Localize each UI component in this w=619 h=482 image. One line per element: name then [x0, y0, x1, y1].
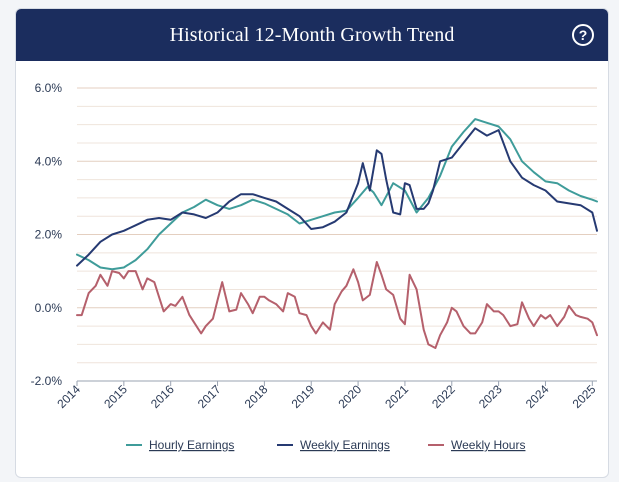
help-icon[interactable]: ?	[572, 24, 594, 46]
x-tick-label: 2025	[570, 382, 599, 411]
legend-item-weekly-earnings[interactable]: Weekly Earnings	[277, 438, 390, 452]
x-tick-label: 2017	[195, 382, 224, 411]
legend-label-weekly-hours[interactable]: Weekly Hours	[451, 438, 525, 452]
hourly-earnings-line	[76, 118, 598, 271]
x-tick-label: 2015	[101, 382, 130, 411]
weekly-earnings-line	[76, 127, 598, 267]
chart-title: Historical 12-Month Growth Trend	[169, 23, 455, 46]
y-tick-label: -2.0%	[31, 374, 63, 388]
card-header: Historical 12-Month Growth Trend ?	[16, 9, 608, 61]
line-chart: 6.0%4.0%2.0%0.0%-2.0%2014 2015 2016 2017 201…	[31, 81, 599, 452]
x-tick-label: 2019	[289, 382, 318, 411]
legend-item-hourly-earnings[interactable]: Hourly Earnings	[126, 438, 234, 452]
x-tick-label: 2020	[335, 382, 364, 411]
y-tick-label: 0.0%	[35, 301, 63, 315]
y-tick-label: 4.0%	[35, 154, 63, 168]
x-tick-label: 2021	[382, 382, 411, 411]
x-tick-label: 2018	[242, 382, 271, 411]
x-tick-label: 2022	[429, 382, 458, 411]
x-tick-label: 2016	[148, 382, 177, 411]
weekly-hours-line	[76, 261, 598, 349]
legend-label-weekly-earnings[interactable]: Weekly Earnings	[300, 438, 390, 452]
chart-card: Historical 12-Month Growth Trend ? 6.0% 4…	[15, 8, 609, 478]
x-tick-label: 2024	[523, 382, 552, 411]
x-tick-label: 2023	[476, 382, 505, 411]
y-tick-label: 2.0%	[35, 228, 63, 242]
y-tick-label: 6.0%	[35, 81, 63, 95]
legend-label-hourly-earnings[interactable]: Hourly Earnings	[149, 438, 234, 452]
legend-item-weekly-hours[interactable]: Weekly Hours	[428, 438, 525, 452]
